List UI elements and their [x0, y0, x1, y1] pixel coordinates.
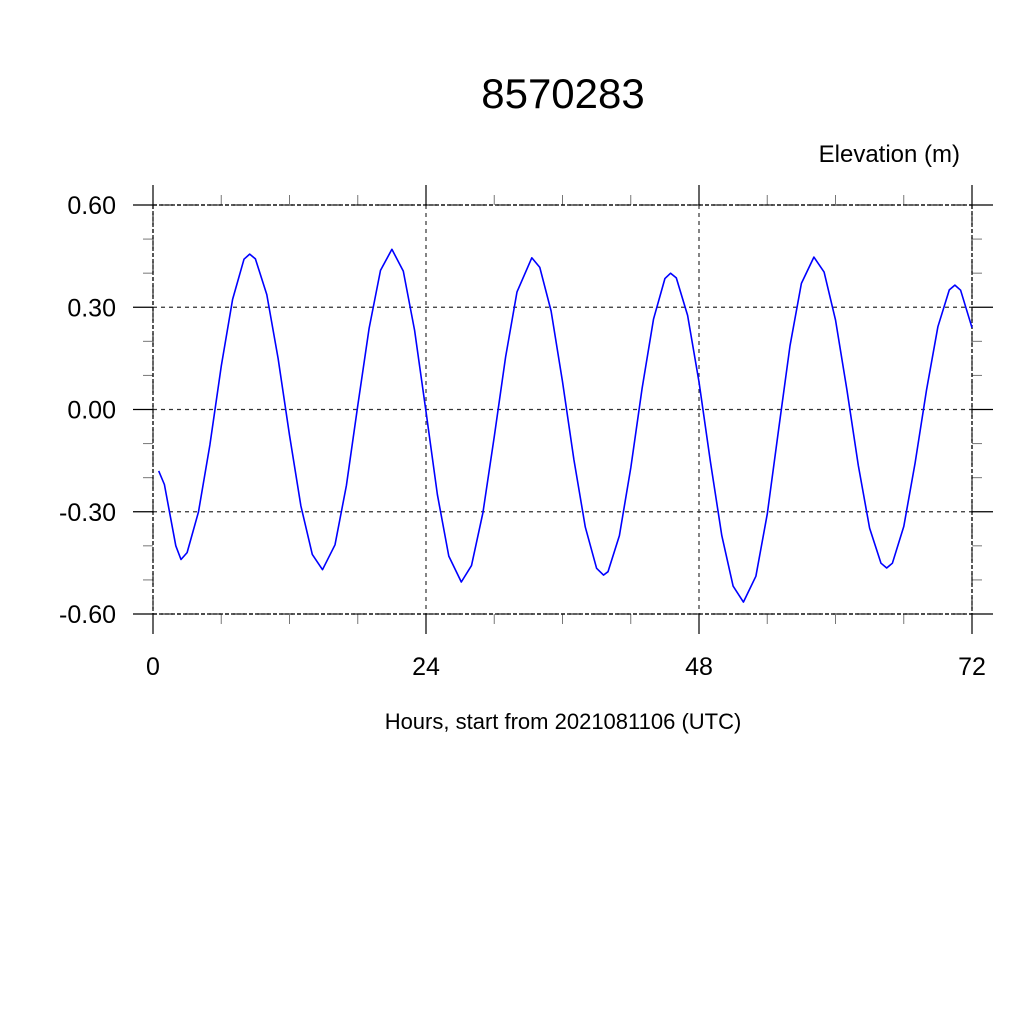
plot-frame [152, 204, 973, 615]
axis-ticks [133, 185, 993, 634]
x-tick-label: 72 [958, 653, 986, 681]
x-axis-label: Hours, start from 2021081106 (UTC) [385, 709, 742, 734]
elevation-line [157, 248, 973, 603]
y-tick-label: -0.30 [59, 499, 116, 527]
x-tick-label: 0 [146, 653, 160, 681]
data-series [157, 248, 973, 603]
y-tick-label: 0.60 [67, 192, 116, 220]
y-tick-label: -0.60 [59, 601, 116, 629]
chart-title: 8570283 [481, 70, 645, 117]
x-tick-labels: 0 24 48 72 [146, 653, 986, 681]
y-tick-label: 0.00 [67, 397, 116, 425]
x-tick-label: 48 [685, 653, 713, 681]
x-tick-label: 24 [412, 653, 440, 681]
y-tick-label: 0.30 [67, 294, 116, 322]
y-tick-labels: 0.60 0.30 0.00 -0.30 -0.60 [59, 192, 116, 629]
y-axis-label: Elevation (m) [819, 141, 960, 168]
